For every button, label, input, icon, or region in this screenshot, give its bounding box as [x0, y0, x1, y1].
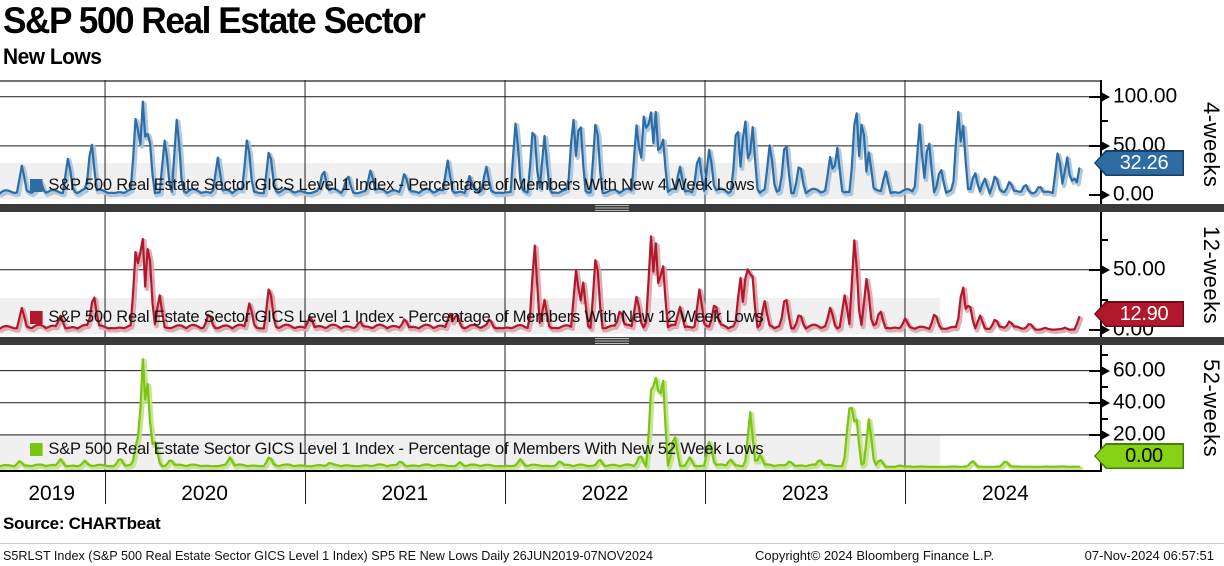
- series-line: [0, 235, 1081, 331]
- y-axis-line: [1100, 345, 1102, 471]
- y-tick-mark: [1089, 369, 1101, 372]
- y-tick-label: 20.00: [1113, 422, 1166, 446]
- y-tick-mark: [1089, 95, 1101, 98]
- x-axis-year-label: 2021: [381, 482, 429, 505]
- legend-label: S&P 500 Real Estate Sector GICS Level 1 …: [48, 307, 764, 326]
- panel-separator[interactable]: [0, 204, 1224, 212]
- x-axis-year-separator: [305, 471, 306, 504]
- y-tick-label: 40.00: [1113, 390, 1166, 414]
- legend-12-weeks[interactable]: S&P 500 Real Estate Sector GICS Level 1 …: [30, 307, 764, 327]
- y-tick-mark: [1089, 329, 1101, 331]
- series-line: [0, 358, 1081, 468]
- y-tick-arrow-icon: [1101, 264, 1110, 275]
- x-axis-line: [0, 470, 1102, 472]
- legend-52-weeks[interactable]: S&P 500 Real Estate Sector GICS Level 1 …: [30, 439, 764, 459]
- source-label: Source: CHARTbeat: [3, 514, 161, 533]
- y-tick-mark: [1089, 433, 1101, 436]
- legend-label: S&P 500 Real Estate Sector GICS Level 1 …: [48, 439, 764, 458]
- footer-timestamp: 07-Nov-2024 06:57:51: [1084, 548, 1214, 563]
- x-axis-year-label: 2020: [181, 482, 228, 505]
- last-value-badge-4-weeks: 32.26: [1094, 150, 1184, 176]
- separator-grip-icon[interactable]: [595, 338, 629, 344]
- legend-swatch-icon: [30, 310, 43, 324]
- x-axis-year-separator: [905, 471, 906, 504]
- legend-label: S&P 500 Real Estate Sector GICS Level 1 …: [48, 175, 755, 194]
- y-minor-tick-mark: [1100, 385, 1108, 388]
- panel-side-label: 4-weeks: [1199, 102, 1224, 188]
- panel-separator[interactable]: [0, 337, 1224, 345]
- last-value-badge-12-weeks: 12.90: [1094, 301, 1184, 327]
- plot-panel-4-weeks[interactable]: [0, 80, 1100, 204]
- page-subtitle: New Lows: [3, 44, 102, 69]
- legend-swatch-icon: [30, 442, 43, 456]
- x-axis-year-separator: [505, 471, 506, 504]
- y-minor-tick-mark: [1100, 120, 1108, 123]
- page-title: S&P 500 Real Estate Sector: [3, 0, 426, 41]
- y-minor-tick-mark: [1100, 298, 1108, 301]
- legend-4-weeks[interactable]: S&P 500 Real Estate Sector GICS Level 1 …: [30, 175, 755, 195]
- footer-copyright: Copyright© 2024 Bloomberg Finance L.P.: [755, 548, 995, 563]
- legend-swatch-icon: [30, 178, 43, 192]
- x-axis-year-label: 2022: [581, 482, 629, 505]
- y-tick-mark: [1089, 268, 1101, 271]
- y-tick-arrow-icon: [1101, 365, 1110, 376]
- x-axis-year-separator: [705, 471, 706, 504]
- y-tick-arrow-icon: [1101, 91, 1110, 102]
- y-tick-mark: [1089, 194, 1101, 196]
- y-tick-label: 50.00: [1113, 257, 1166, 281]
- series-halo-line: [0, 236, 1084, 334]
- y-tick-label: 0.00: [1113, 182, 1154, 206]
- x-axis-year-label: 2023: [781, 482, 829, 505]
- y-tick-mark: [1089, 144, 1101, 147]
- footer-bar: S5RLST Index (S&P 500 Real Estate Sector…: [0, 543, 1224, 566]
- x-axis-year-separator: [105, 471, 106, 504]
- y-tick-label: 60.00: [1113, 358, 1166, 382]
- last-value-badge-52-weeks: 0.00: [1094, 443, 1184, 469]
- separator-grip-icon[interactable]: [595, 205, 629, 211]
- y-tick-mark: [1089, 401, 1101, 404]
- y-tick-label: 100.00: [1113, 84, 1178, 108]
- plot-panel-12-weeks[interactable]: [0, 212, 1100, 337]
- footer-ticker-info: S5RLST Index (S&P 500 Real Estate Sector…: [3, 548, 653, 563]
- series-line: [0, 100, 1081, 195]
- y-minor-tick-mark: [1100, 353, 1108, 356]
- badge-value: 12.90: [1095, 302, 1183, 326]
- x-axis-year-label: 2024: [982, 482, 1029, 505]
- badge-value: 0.00: [1095, 444, 1183, 468]
- panel-side-label: 12-weeks: [1199, 225, 1224, 325]
- y-tick-arrow-icon: [1101, 190, 1110, 200]
- series-halo-line: [0, 101, 1084, 198]
- y-tick-arrow-icon: [1101, 140, 1110, 151]
- y-tick-arrow-icon: [1101, 429, 1110, 440]
- badge-value: 32.26: [1095, 151, 1183, 175]
- y-minor-tick-mark: [1100, 417, 1108, 420]
- y-tick-arrow-icon: [1101, 397, 1110, 408]
- x-axis-year-label: 2019: [28, 482, 76, 505]
- plot-panel-52-weeks[interactable]: [0, 345, 1100, 471]
- panel-side-label: 52-weeks: [1199, 358, 1224, 458]
- series-halo-line: [0, 358, 1084, 471]
- y-tick-arrow-icon: [1101, 325, 1110, 335]
- y-minor-tick-mark: [1100, 238, 1108, 241]
